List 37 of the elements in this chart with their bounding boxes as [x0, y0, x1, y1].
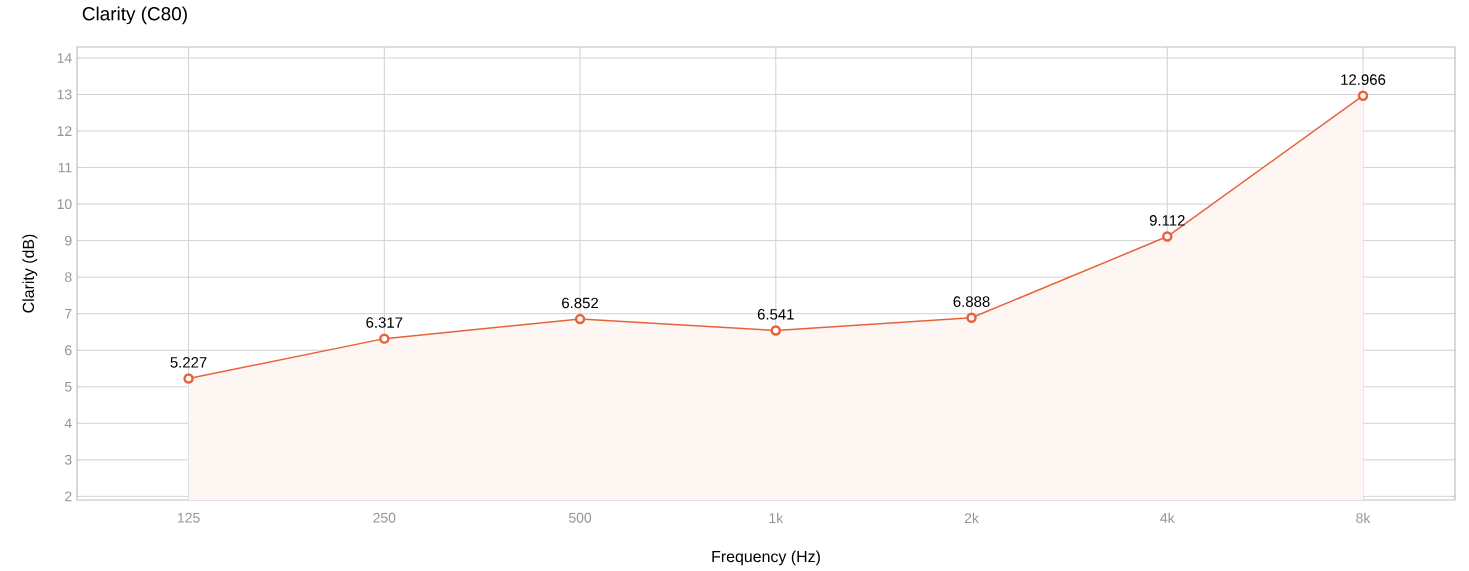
- point: [1162, 231, 1173, 242]
- data-label: 9.112: [1149, 215, 1185, 226]
- y-tick-label: 7: [65, 308, 72, 319]
- point: [379, 333, 390, 344]
- y-tick-label: 5: [64, 381, 72, 392]
- data-label: 6.852: [562, 297, 598, 309]
- y-tick-label: 14: [57, 53, 72, 63]
- y-tick-label: 6: [65, 345, 72, 356]
- point: [574, 313, 586, 325]
- point: [770, 325, 782, 336]
- y-tick-label: 13: [57, 89, 72, 100]
- x-tick-label: 8k: [1356, 512, 1371, 524]
- y-axis-title: Clarity (dB): [22, 234, 38, 313]
- data-label: 5.227: [170, 357, 207, 368]
- y-tick-label: 11: [58, 162, 72, 173]
- y-tick-label: 9: [65, 235, 72, 246]
- chart-title: Clarity (C80): [82, 6, 187, 25]
- y-tick-label: 4: [64, 418, 72, 429]
- x-tick-label: 500: [568, 512, 592, 523]
- data-label: 6.317: [366, 317, 403, 328]
- y-tick-label: 3: [64, 454, 72, 465]
- point: [966, 312, 977, 324]
- x-tick-label: 250: [373, 512, 396, 523]
- data-label: 12.966: [1341, 74, 1386, 85]
- y-tick-label: 2: [65, 491, 72, 502]
- x-tick-label: 4k: [1160, 512, 1175, 523]
- y-tick-label: 10: [57, 199, 72, 210]
- x-tick-label: 2k: [964, 512, 979, 523]
- x-tick-label: 125: [178, 512, 200, 523]
- data-label: 6.541: [757, 309, 794, 320]
- data-label: 6.888: [953, 296, 990, 307]
- x-tick-label: 1k: [769, 512, 784, 523]
- point: [183, 373, 194, 384]
- y-tick-label: 12: [57, 126, 72, 136]
- x-axis-title: Frequency (Hz): [712, 550, 820, 566]
- point: [1357, 90, 1369, 101]
- y-tick-label: 8: [65, 272, 72, 283]
